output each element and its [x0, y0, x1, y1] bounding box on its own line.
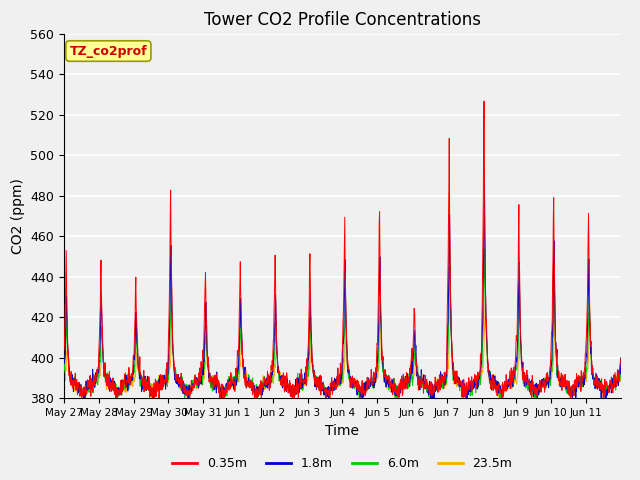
X-axis label: Time: Time [325, 424, 360, 438]
Y-axis label: CO2 (ppm): CO2 (ppm) [11, 178, 25, 254]
Title: Tower CO2 Profile Concentrations: Tower CO2 Profile Concentrations [204, 11, 481, 29]
Text: TZ_co2prof: TZ_co2prof [70, 45, 147, 58]
Legend: 0.35m, 1.8m, 6.0m, 23.5m: 0.35m, 1.8m, 6.0m, 23.5m [167, 452, 518, 475]
